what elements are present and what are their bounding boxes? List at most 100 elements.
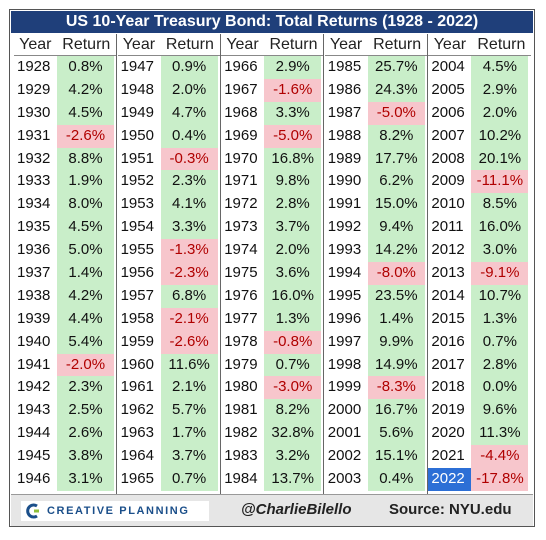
table-row: 1991 15.0% (325, 193, 427, 217)
return-cell: 32.8% (264, 422, 322, 446)
table-row: 1972 2.8% (221, 193, 323, 217)
year-cell: 2008 (431, 149, 465, 167)
table-row: 1990 6.2% (325, 170, 427, 194)
return-cell: -17.8% (471, 468, 529, 491)
table-row: 1971 9.8% (221, 170, 323, 194)
return-cell: 2.3% (160, 170, 218, 194)
return-cell: 1.7% (160, 422, 218, 446)
table-row: 1999 -8.3% (325, 376, 427, 400)
year-header: Year (122, 36, 156, 53)
column-header: Year Return (14, 34, 116, 56)
return-cell: 2.0% (264, 239, 322, 263)
year-cell: 1999 (327, 378, 362, 396)
table-row: 1929 4.2% (14, 78, 116, 102)
return-cell: 11.3% (471, 422, 529, 446)
return-cell: 0.4% (160, 124, 218, 148)
table-row: 1933 1.9% (14, 170, 116, 194)
table-row: 1975 3.6% (221, 262, 323, 285)
table-row: 1980 -3.0% (221, 376, 323, 400)
table-row: 1960 11.6% (118, 353, 220, 377)
year-cell: 1992 (327, 218, 362, 236)
column-header: Year Return (117, 34, 220, 56)
year-cell: 1948 (120, 80, 154, 98)
year-cell: 2020 (431, 424, 465, 442)
table-row: 1958 -2.1% (118, 307, 220, 331)
year-cell: 1937 (17, 264, 51, 282)
year-cell: 1978 (224, 332, 258, 350)
return-cell: 3.2% (264, 445, 322, 469)
table-row: 1966 2.9% (221, 56, 323, 79)
return-cell: 3.1% (57, 468, 114, 491)
table-row: 2021 -4.4% (428, 445, 531, 469)
year-cell: 1985 (327, 58, 362, 75)
table-row: 1992 9.4% (325, 216, 427, 240)
return-cell: 16.8% (264, 147, 322, 171)
year-cell: 1942 (17, 378, 51, 396)
table-row: 2019 9.6% (428, 399, 531, 423)
table-row: 1930 4.5% (14, 101, 116, 125)
table-row: 1996 1.4% (325, 307, 427, 331)
year-cell: 2014 (431, 286, 465, 304)
return-cell: 14.9% (367, 353, 425, 377)
year-cell: 2007 (431, 126, 465, 144)
table-row: 1938 4.2% (14, 284, 116, 308)
table-column: Year Return 2004 4.5% 2005 2.9% 2006 2.0% 2007 10… (428, 34, 532, 500)
year-cell: 1990 (327, 172, 362, 190)
return-cell: 3.7% (264, 216, 322, 240)
table-row: 1986 24.3% (325, 78, 427, 102)
year-cell: 1972 (224, 195, 258, 213)
table-row: 1988 8.2% (325, 124, 427, 148)
year-cell: 2015 (431, 309, 465, 327)
return-cell: -1.6% (264, 78, 322, 102)
table-row: 1995 23.5% (325, 284, 427, 308)
table-row: 1973 3.7% (221, 216, 323, 240)
return-cell: 2.8% (264, 193, 322, 217)
return-cell: 9.9% (367, 330, 425, 354)
year-cell: 1960 (120, 355, 154, 373)
year-cell: 1991 (327, 195, 362, 213)
return-cell: -5.0% (264, 124, 322, 148)
year-cell: 1958 (120, 309, 154, 327)
table-row: 2017 2.8% (428, 353, 531, 377)
year-cell: 1946 (17, 470, 51, 488)
year-cell: 2000 (327, 401, 362, 419)
return-cell: 13.7% (264, 468, 322, 491)
year-cell: 1979 (224, 355, 258, 373)
table-row: 1957 6.8% (118, 284, 220, 308)
year-cell: 1957 (120, 286, 154, 304)
year-cell: 1928 (17, 58, 51, 75)
table-row: 2018 0.0% (428, 376, 531, 400)
year-cell: 1994 (327, 264, 362, 282)
year-cell: 1969 (224, 126, 258, 144)
table-row: 1955 -1.3% (118, 239, 220, 263)
return-cell: 10.7% (471, 284, 529, 308)
column-header: Year Return (324, 34, 427, 56)
return-cell: 1.3% (471, 307, 529, 331)
table-row: 2011 16.0% (428, 216, 531, 240)
return-cell: 8.0% (57, 193, 114, 217)
year-cell: 1932 (17, 149, 51, 167)
table-row: 1959 -2.6% (118, 330, 220, 354)
table-row: 1953 4.1% (118, 193, 220, 217)
table-row: 2016 0.7% (428, 330, 531, 354)
return-cell: 1.4% (57, 262, 114, 285)
year-cell: 1952 (120, 172, 154, 190)
table-row: 2022 -17.8% (428, 468, 531, 491)
table-row: 1981 8.2% (221, 399, 323, 423)
year-cell: 1961 (120, 378, 154, 396)
table-column: Year Return 1928 0.8% 1929 4.2% 1930 4.5% 1931 -2… (14, 34, 117, 500)
table-row: 1977 1.3% (221, 307, 323, 331)
return-cell: -2.1% (160, 307, 218, 331)
table-row: 1949 4.7% (118, 101, 220, 125)
table-row: 2007 10.2% (428, 124, 531, 148)
table-row: 1994 -8.0% (325, 262, 427, 285)
return-cell: 2.9% (264, 56, 322, 79)
table-row: 1936 5.0% (14, 239, 116, 263)
table-row: 2014 10.7% (428, 284, 531, 308)
table-row: 2000 16.7% (325, 399, 427, 423)
table-row: 1963 1.7% (118, 422, 220, 446)
return-cell: 4.5% (471, 56, 529, 79)
return-cell: 4.5% (57, 216, 114, 240)
return-cell: 16.7% (367, 399, 425, 423)
return-cell: 4.2% (57, 78, 114, 102)
